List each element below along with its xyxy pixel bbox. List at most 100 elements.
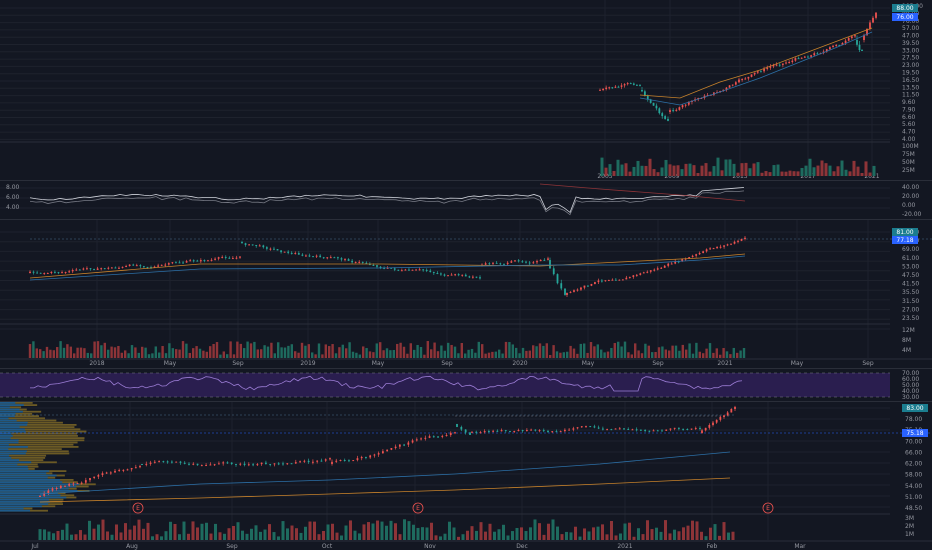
daily-candle — [213, 464, 216, 466]
daily-candle — [715, 419, 718, 423]
long-term-chart[interactable]: 105.0088.0076.0057.0047.0039.5033.0027.5… — [0, 0, 932, 180]
multi-year-volume-bar — [712, 352, 715, 358]
long-term-volume-bar — [820, 160, 824, 176]
multi-year-candle — [569, 291, 572, 293]
multi-year-volume-bar — [277, 342, 280, 358]
pane-divider[interactable] — [0, 368, 932, 369]
oscillator-pane[interactable]: 8.00 6.00 4.00 40.00 20.00 0.00 -20.00 — [0, 181, 932, 219]
multi-year-candle — [386, 267, 389, 269]
long-term-chart-pane[interactable]: 105.0088.0076.0057.0047.0039.5033.0027.5… — [0, 0, 932, 180]
multi-year-volume-bar — [273, 353, 276, 358]
pane-divider[interactable] — [0, 219, 932, 220]
daily-volume-bar — [308, 521, 312, 540]
time-axis-label: May — [582, 360, 595, 367]
daily-candle — [324, 459, 327, 461]
daily-volume-bar — [664, 520, 667, 540]
rsi-pane[interactable]: 70.00 60.00 50.00 40.00 30.00 — [0, 369, 932, 401]
price-axis-label: 47.50 — [902, 272, 919, 279]
daily-candle — [441, 435, 444, 437]
daily-candle — [59, 485, 62, 489]
multi-year-candle — [118, 267, 120, 269]
multi-year-candle — [258, 245, 261, 247]
multi-year-candle — [305, 255, 307, 257]
long-term-volume-bar — [872, 165, 876, 176]
long-term-volume-bar — [780, 171, 784, 176]
multi-year-candle — [525, 261, 527, 263]
volume-profile-bar — [0, 424, 77, 426]
multi-year-candle — [461, 274, 464, 276]
daily-candle — [335, 460, 338, 462]
daily-candle — [235, 463, 237, 465]
daily-volume-bar — [227, 528, 231, 540]
multi-year-volume-bar — [470, 348, 474, 358]
daily-volume-bar — [362, 524, 366, 540]
price-axis-label: 57.00 — [902, 25, 919, 32]
daily-candle — [677, 427, 680, 429]
multi-year-volume-bar — [705, 348, 708, 358]
oscillator-chart[interactable]: 8.00 6.00 4.00 40.00 20.00 0.00 -20.00 — [0, 181, 932, 219]
multi-year-volume-bar — [722, 348, 725, 358]
oscillator-left-label: 8.00 — [6, 184, 20, 191]
daily-candle — [669, 428, 672, 430]
multi-year-volume-bar — [35, 348, 38, 358]
pane-divider[interactable] — [0, 180, 932, 181]
multi-year-candle — [499, 263, 502, 265]
volume-axis-label: 12M — [902, 327, 915, 334]
multi-year-volume-bar — [134, 347, 137, 358]
volume-profile-bar — [0, 424, 28, 426]
daily-candle — [290, 463, 293, 465]
multi-year-candle — [239, 256, 241, 258]
multi-year-candle — [607, 280, 610, 282]
multi-year-candle — [340, 258, 343, 260]
daily-candle — [386, 449, 389, 452]
multi-year-volume-bar — [137, 352, 140, 358]
daily-candle — [585, 426, 587, 428]
multi-year-volume-bar — [559, 352, 562, 358]
multi-year-candle — [121, 266, 124, 268]
daily-candle — [377, 453, 380, 455]
daily-candle — [192, 463, 195, 465]
multi-year-volume-bar — [566, 351, 569, 358]
prev-close-tag: 76.00 — [896, 14, 913, 21]
multi-year-volume-bar — [464, 353, 467, 358]
long-term-volume-bar — [608, 164, 612, 176]
daily-candle — [307, 460, 310, 463]
pane-divider[interactable] — [0, 401, 932, 402]
multi-year-volume-bar — [698, 351, 701, 358]
daily-candle — [460, 426, 463, 430]
multi-year-volume-bar — [239, 343, 242, 358]
multi-year-chart[interactable]: 87.0077.0069.0061.0053.0047.5041.5035.50… — [0, 220, 932, 368]
volume-profile-bar — [0, 501, 50, 503]
long-term-candle — [722, 89, 725, 91]
long-term-candle — [769, 66, 772, 68]
multi-year-volume-bar — [185, 343, 188, 358]
daily-volume-bar — [623, 523, 627, 540]
volume-profile-bar — [0, 448, 62, 450]
multi-year-volume-bar — [28, 344, 32, 358]
long-term-volume-bar — [868, 172, 872, 176]
multi-year-candle — [404, 269, 407, 271]
multi-year-volume-bar — [229, 341, 232, 358]
multi-year-volume-bar — [640, 353, 644, 358]
daily-candle — [509, 431, 511, 433]
daily-candle — [449, 432, 452, 436]
multi-year-volume-bar — [164, 353, 168, 358]
multi-year-chart-pane[interactable]: 87.0077.0069.0061.0053.0047.5041.5035.50… — [0, 220, 932, 368]
daily-volume-bar — [326, 524, 330, 540]
daily-candle — [252, 464, 254, 466]
daily-volume-bar — [209, 533, 213, 540]
long-term-volume-bar — [648, 158, 652, 176]
multi-year-volume-bar — [555, 351, 559, 358]
multi-year-volume-bar — [382, 350, 385, 358]
price-axis-label: 51.00 — [905, 494, 922, 501]
daily-candle — [105, 472, 108, 474]
long-term-volume-bar — [816, 165, 820, 176]
daily-volume-bar — [79, 530, 82, 540]
long-term-candle — [623, 84, 626, 86]
daily-volume-bar — [475, 530, 478, 540]
daily-volume-bar — [367, 522, 370, 540]
multi-year-candle — [573, 290, 575, 292]
